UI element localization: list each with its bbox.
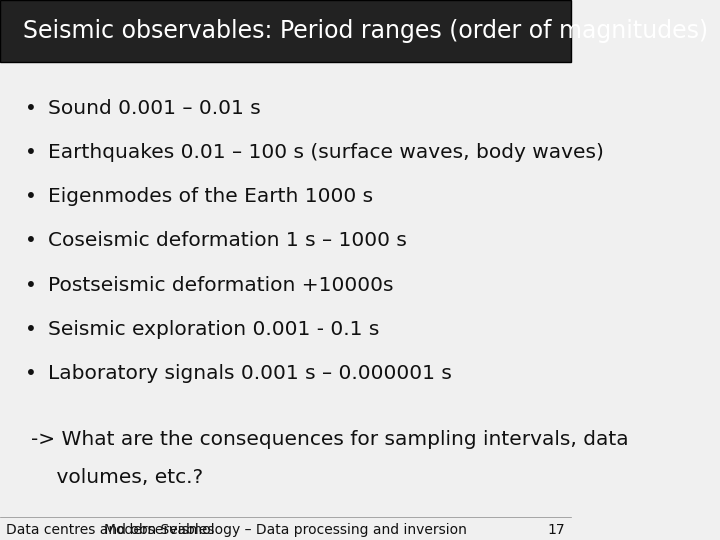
Text: •: • [25,320,37,339]
Text: volumes, etc.?: volumes, etc.? [32,468,204,487]
Text: •: • [25,98,37,118]
Text: •: • [25,275,37,295]
Text: •: • [25,231,37,251]
Text: 17: 17 [547,523,565,537]
FancyBboxPatch shape [0,0,570,62]
Text: Laboratory signals 0.001 s – 0.000001 s: Laboratory signals 0.001 s – 0.000001 s [48,364,452,383]
Text: Sound 0.001 – 0.01 s: Sound 0.001 – 0.01 s [48,98,261,118]
Text: Seismic observables: Period ranges (order of magnitudes): Seismic observables: Period ranges (orde… [23,19,708,43]
Text: Postseismic deformation +10000s: Postseismic deformation +10000s [48,275,394,295]
Text: Coseismic deformation 1 s – 1000 s: Coseismic deformation 1 s – 1000 s [48,231,408,251]
Text: Earthquakes 0.01 – 100 s (surface waves, body waves): Earthquakes 0.01 – 100 s (surface waves,… [48,143,604,162]
Text: •: • [25,364,37,383]
Text: Seismic exploration 0.001 - 0.1 s: Seismic exploration 0.001 - 0.1 s [48,320,380,339]
Text: •: • [25,143,37,162]
Text: -> What are the consequences for sampling intervals, data: -> What are the consequences for samplin… [32,430,629,449]
Text: Data centres and observables: Data centres and observables [6,523,214,537]
Text: Modern Seismology – Data processing and inversion: Modern Seismology – Data processing and … [104,523,467,537]
Text: Eigenmodes of the Earth 1000 s: Eigenmodes of the Earth 1000 s [48,187,374,206]
Text: •: • [25,187,37,206]
